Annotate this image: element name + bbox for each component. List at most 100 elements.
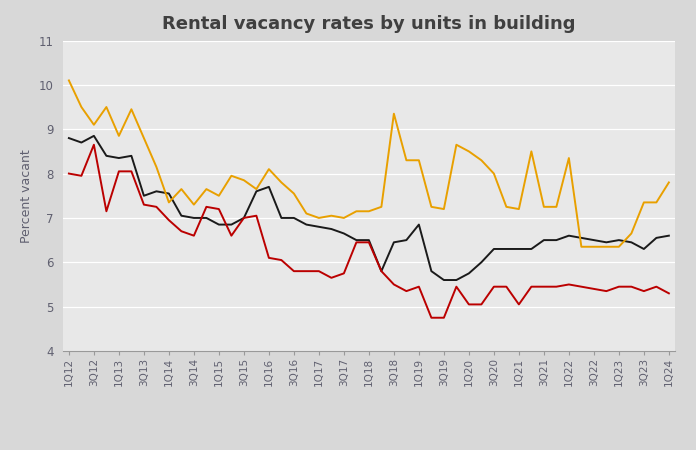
1 unit [577,284,585,289]
National [327,226,335,232]
1 unit [415,284,423,289]
1 unit [65,171,73,176]
5+ units [527,148,535,154]
Line: 5+ units: 5+ units [69,81,669,247]
5+ units [327,213,335,218]
National [127,153,136,158]
1 unit [465,302,473,307]
1 unit [490,284,498,289]
1 unit [302,269,310,274]
5+ units [452,142,461,148]
5+ units [465,148,473,154]
National [315,224,323,230]
5+ units [564,155,573,161]
National [539,238,548,243]
National [227,222,235,227]
1 unit [452,284,461,289]
National [252,189,260,194]
1 unit [652,284,661,289]
1 unit [477,302,486,307]
1 unit [177,229,186,234]
1 unit [239,215,248,220]
1 unit [602,288,610,294]
5+ units [477,158,486,163]
National [239,215,248,220]
5+ units [490,171,498,176]
5+ units [440,207,448,212]
5+ units [252,186,260,192]
1 unit [264,255,273,261]
1 unit [615,284,623,289]
5+ units [402,158,411,163]
5+ units [365,209,373,214]
1 unit [90,142,98,148]
1 unit [552,284,560,289]
National [615,238,623,243]
National [515,246,523,252]
National [527,246,535,252]
Line: 1 unit: 1 unit [69,145,669,318]
National [465,270,473,276]
5+ units [427,204,436,210]
National [415,222,423,227]
National [152,189,161,194]
National [140,193,148,198]
1 unit [290,269,298,274]
National [652,235,661,241]
1 unit [315,269,323,274]
1 unit [352,240,361,245]
1 unit [77,173,86,179]
1 unit [203,204,211,210]
National [427,269,436,274]
1 unit [440,315,448,320]
1 unit [340,270,348,276]
National [290,215,298,220]
1 unit [365,240,373,245]
National [190,215,198,220]
National [177,213,186,218]
National [165,191,173,196]
National [640,246,648,252]
National [552,238,560,243]
5+ units [302,211,310,216]
5+ units [515,207,523,212]
National [602,240,610,245]
1 unit [539,284,548,289]
National [390,240,398,245]
National [477,260,486,265]
National [340,231,348,236]
5+ units [590,244,598,249]
1 unit [515,302,523,307]
1 unit [152,204,161,210]
5+ units [665,180,673,185]
National [115,155,123,161]
5+ units [140,135,148,141]
5+ units [165,200,173,205]
National [402,238,411,243]
1 unit [102,209,111,214]
National [503,246,511,252]
1 unit [227,233,235,238]
5+ units [503,204,511,210]
1 unit [252,213,260,218]
National [102,153,111,158]
National [277,215,285,220]
National [65,135,73,141]
5+ units [227,173,235,179]
1 unit [590,286,598,292]
5+ units [415,158,423,163]
1 unit [377,269,386,274]
National [377,269,386,274]
5+ units [214,193,223,198]
National [365,238,373,243]
National [452,277,461,283]
National [440,277,448,283]
1 unit [140,202,148,207]
National [77,140,86,145]
5+ units [290,191,298,196]
1 unit [503,284,511,289]
National [352,238,361,243]
5+ units [264,166,273,172]
1 unit [527,284,535,289]
5+ units [90,122,98,127]
